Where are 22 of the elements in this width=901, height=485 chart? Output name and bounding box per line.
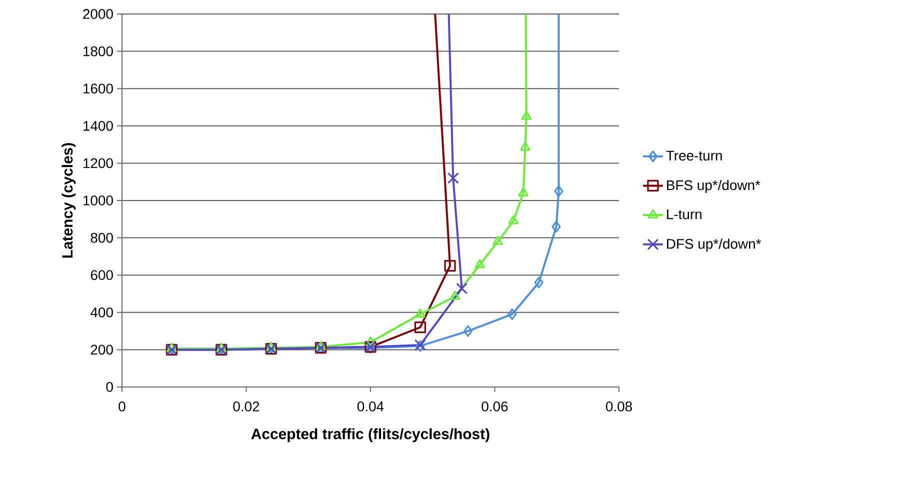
- y-tick-label: 1400: [84, 120, 113, 131]
- legend-label: L-turn: [667, 209, 702, 220]
- x-tick-label: 0.06: [482, 402, 508, 412]
- y-tick-label: 800: [90, 232, 113, 243]
- y-axis-title: Latency (cycles): [62, 143, 76, 258]
- y-tick-label: 1200: [84, 158, 113, 168]
- legend-label: Tree-turn: [666, 150, 722, 161]
- x-axis-title: Accepted traffic (flits/cycles/host): [251, 428, 490, 442]
- x-tick-label: 0.08: [606, 402, 632, 412]
- y-tick-label: 400: [90, 307, 113, 318]
- x-tick-label: 0.02: [233, 402, 260, 412]
- legend-label: DFS up*/down*: [667, 238, 762, 252]
- y-tick-label: 1000: [84, 196, 113, 206]
- y-tick-label: 600: [90, 270, 113, 280]
- legend-label: BFS up*/down*: [667, 180, 760, 193]
- y-tick-label: 0: [106, 382, 113, 392]
- y-tick-label: 2000: [83, 9, 113, 19]
- x-tick-label: 0.04: [357, 402, 384, 412]
- y-tick-label: 200: [90, 344, 113, 355]
- y-tick-label: 1800: [84, 46, 113, 56]
- y-tick-label: 1600: [84, 84, 113, 94]
- x-tick-label: 0: [118, 402, 126, 412]
